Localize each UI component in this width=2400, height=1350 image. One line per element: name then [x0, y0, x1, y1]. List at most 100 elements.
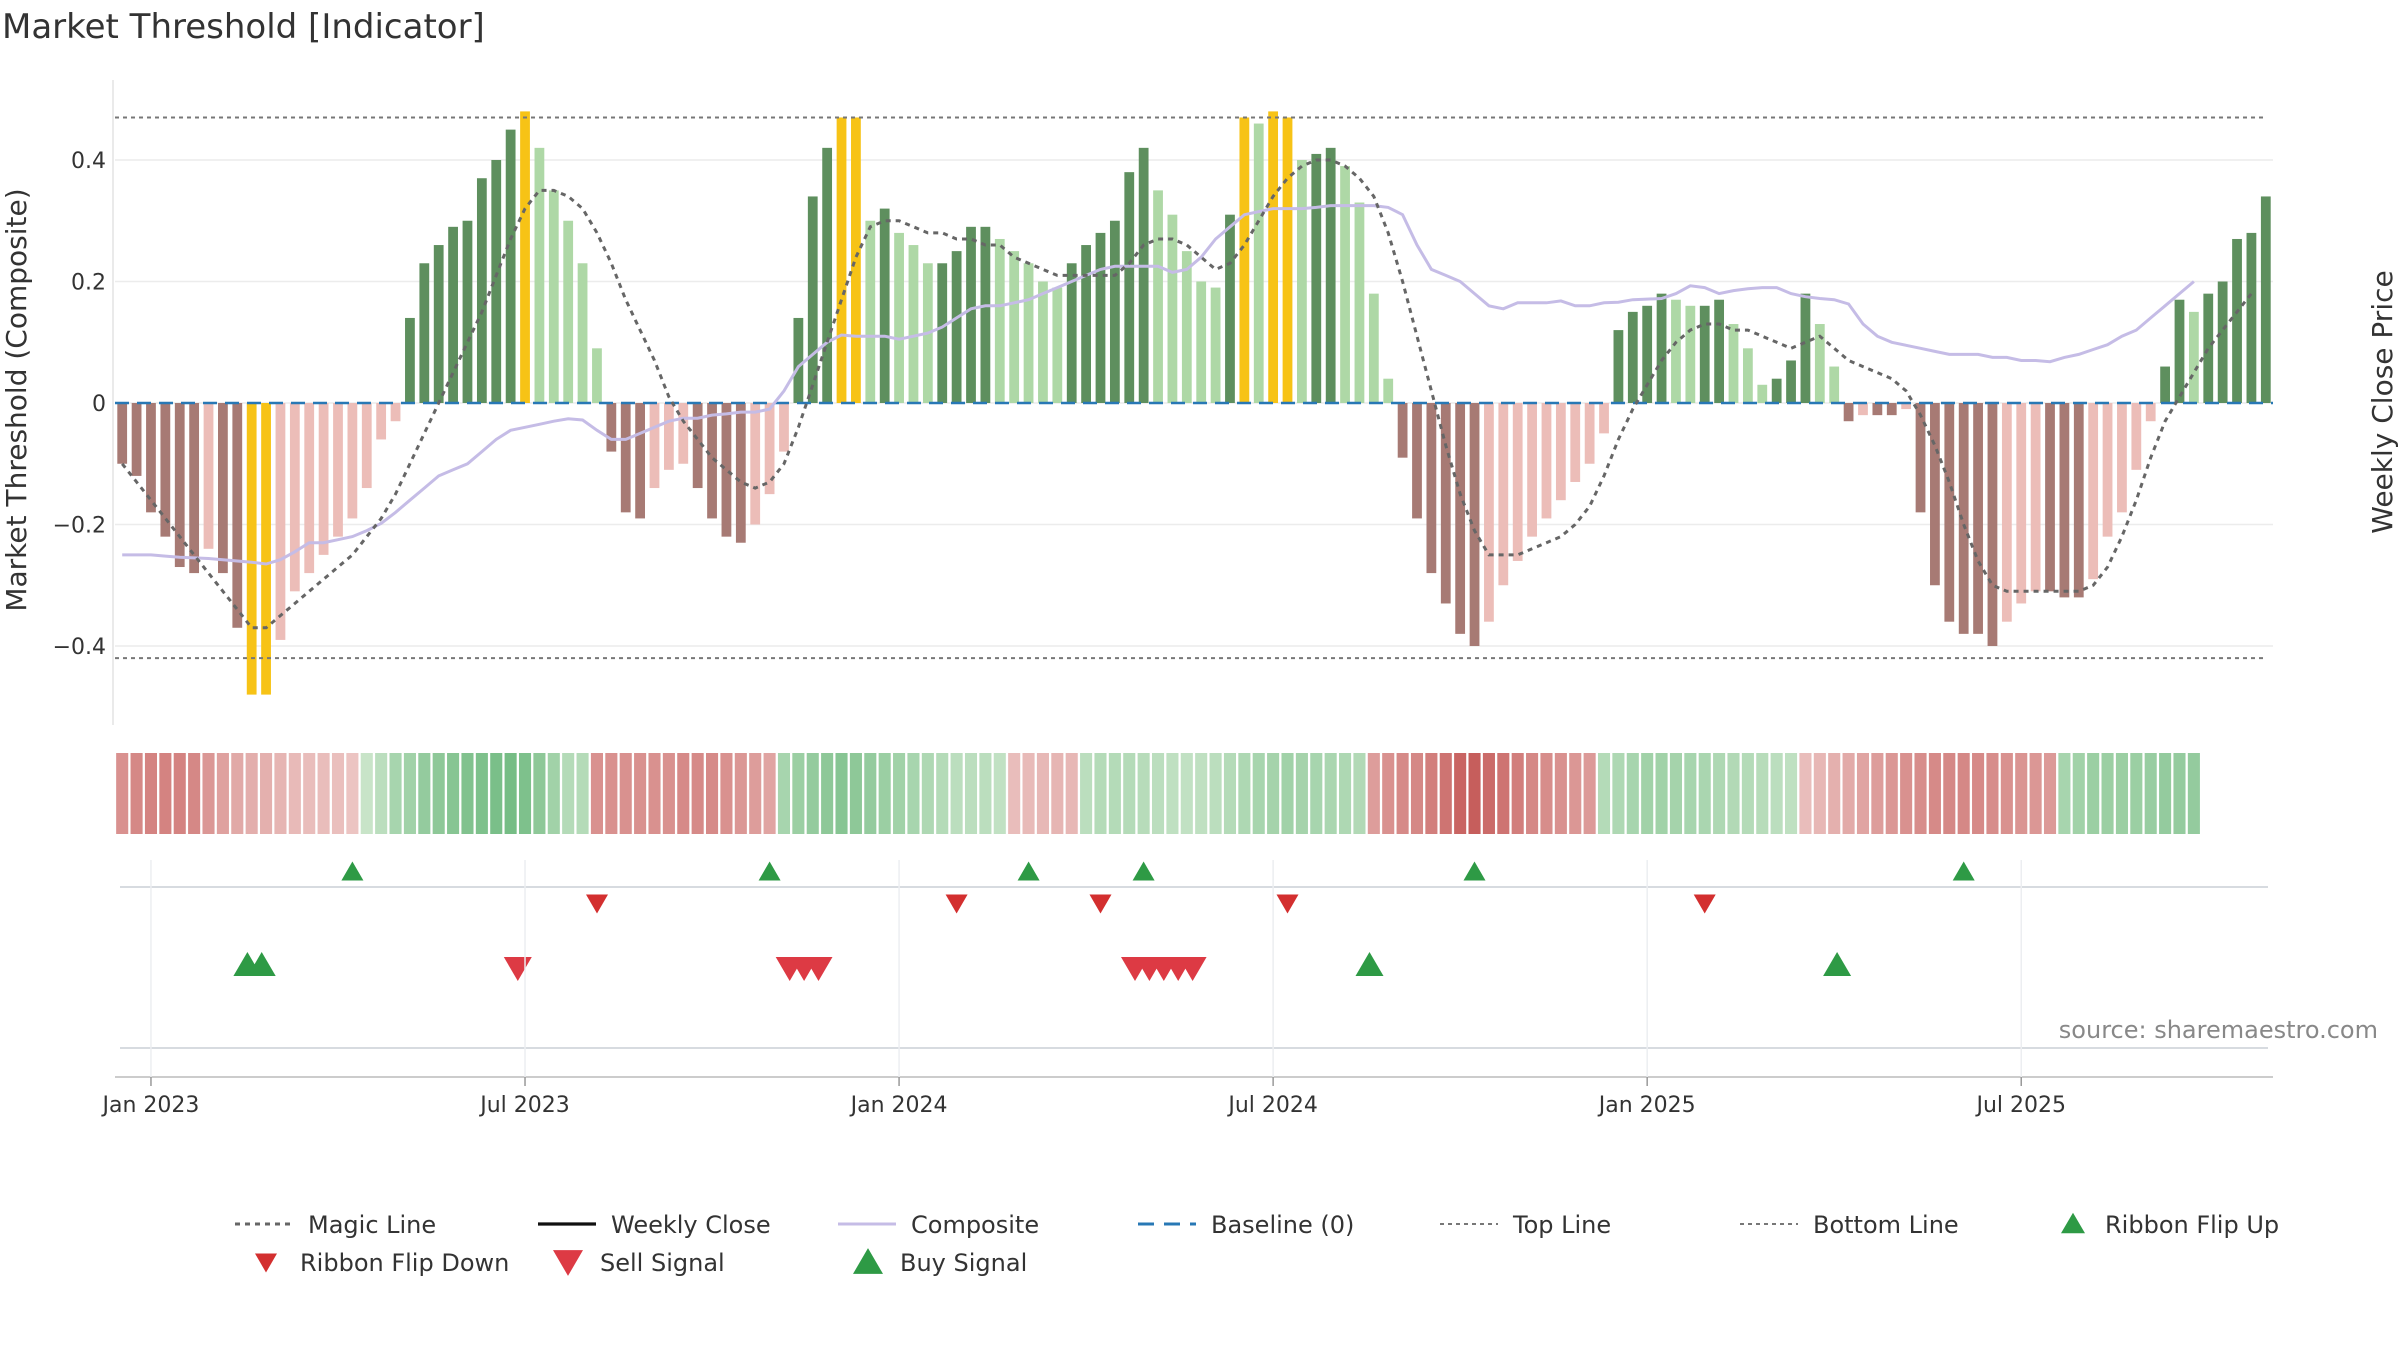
- composite-bar: [218, 403, 228, 574]
- source-note: source: sharemaestro.com: [2059, 1016, 2378, 1044]
- composite-bar: [592, 348, 602, 403]
- ribbon-cell: [1885, 753, 1898, 834]
- composite-bar: [448, 226, 458, 403]
- y2-axis-title: Weekly Close Price: [2366, 270, 2399, 533]
- legend-ribbon-flip-down-swatch: [255, 1253, 277, 1273]
- composite-bar: [1124, 172, 1135, 403]
- ribbon-cell: [418, 753, 431, 834]
- composite-bar: [1886, 403, 1897, 416]
- ribbon-cell: [1785, 753, 1798, 834]
- ribbon-cell: [1914, 753, 1927, 834]
- composite-bar: [620, 403, 631, 513]
- composite-bar: [1527, 403, 1537, 537]
- legend-label: Bottom Line: [1813, 1211, 1959, 1239]
- composite-bar: [405, 317, 415, 403]
- y-tick-label: −0.2: [53, 514, 106, 539]
- ribbon-cell: [1511, 753, 1524, 834]
- composite-bar: [750, 403, 761, 525]
- composite-bar: [462, 220, 473, 403]
- legend-label: Top Line: [1512, 1211, 1611, 1239]
- composite-bar: [937, 263, 948, 403]
- composite-bar: [1282, 117, 1293, 403]
- ribbon-cell: [1698, 753, 1711, 834]
- composite-bar: [131, 403, 142, 476]
- ribbon-cell: [547, 753, 560, 834]
- composite-bar: [822, 147, 833, 403]
- ribbon-cell: [360, 753, 373, 834]
- ribbon-cell: [2187, 753, 2200, 834]
- ribbon-cell: [331, 753, 345, 834]
- sell-signal-marker: [1178, 957, 1207, 981]
- ribbon-cell: [1569, 753, 1582, 834]
- ribbon-cell: [432, 753, 445, 834]
- composite-bar: [1311, 153, 1322, 403]
- composite-bar: [1066, 263, 1077, 403]
- ribbon-cell: [1180, 753, 1193, 834]
- composite-bar: [232, 403, 243, 628]
- composite-bar: [1757, 384, 1768, 403]
- composite-bar: [1829, 366, 1840, 403]
- ribbon-flip-up-marker: [1132, 861, 1155, 881]
- ribbon-cell: [1741, 753, 1754, 834]
- y-tick-label: 0.4: [71, 149, 106, 174]
- composite-bar: [807, 196, 818, 403]
- ribbon-cell: [878, 753, 891, 834]
- legend: Magic Line Weekly Close Composite Baseline …: [235, 1211, 2279, 1277]
- legend-label: Magic Line: [308, 1211, 436, 1239]
- composite-bar: [894, 232, 904, 403]
- composite-bar: [1786, 360, 1796, 403]
- ribbon-cell: [590, 753, 603, 834]
- composite-bar: [246, 403, 257, 695]
- composite-bar: [692, 403, 703, 489]
- composite-bar: [1814, 324, 1825, 403]
- composite-bar: [318, 403, 329, 555]
- composite-bar: [1872, 403, 1883, 416]
- ribbon-cell: [1856, 753, 1870, 834]
- ribbon-cell: [1425, 753, 1438, 834]
- ribbon-cell: [2043, 753, 2057, 834]
- ribbon-cell: [1080, 753, 1093, 834]
- composite-bar: [1498, 403, 1509, 586]
- composite-bar: [2001, 403, 2012, 622]
- ribbon-cell: [1799, 753, 1812, 834]
- composite-bar: [1469, 403, 1480, 646]
- composite-bar: [1685, 305, 1696, 403]
- ribbon-cell: [1943, 753, 1956, 834]
- x-tick-label: Jan 2023: [101, 1093, 200, 1118]
- composite-bar: [2203, 293, 2214, 403]
- composite-bar: [1915, 403, 1926, 513]
- ribbon-cell: [1339, 753, 1352, 834]
- ribbon-cell: [993, 753, 1006, 834]
- ribbon-flip-down-marker: [1693, 894, 1716, 914]
- composite-bar: [1038, 281, 1048, 403]
- composite-bar: [2016, 403, 2027, 604]
- composite-bar: [635, 403, 646, 519]
- ribbon-cell: [216, 753, 229, 834]
- ribbon-cell: [1597, 753, 1611, 834]
- ribbon-cell: [1410, 753, 1424, 834]
- ribbon-cell: [1382, 753, 1395, 834]
- y-tick-label: 0.2: [71, 271, 106, 296]
- legend-sell-signal-swatch: [553, 1250, 583, 1276]
- composite-bar: [2088, 403, 2099, 580]
- ribbon-cell: [706, 753, 719, 834]
- ribbon-cell: [1813, 753, 1826, 834]
- composite-bar: [520, 111, 530, 404]
- ribbon-cell: [1022, 753, 1035, 834]
- ribbon-cell: [619, 753, 632, 834]
- ribbon-cell: [1727, 753, 1740, 834]
- composite-bar: [189, 403, 200, 574]
- composite-bar: [980, 226, 991, 403]
- x-tick-label: Jul 2024: [1226, 1093, 1318, 1118]
- ribbon-cell: [1900, 753, 1913, 834]
- ribbon-cell: [260, 753, 273, 834]
- x-tick-label: Jan 2024: [849, 1093, 948, 1118]
- y-axis-title: Market Threshold (Composite): [0, 188, 33, 611]
- composite-bar: [261, 403, 271, 695]
- composite-bar: [160, 403, 171, 537]
- composite-bar: [1239, 117, 1250, 403]
- ribbon-cell: [864, 753, 877, 834]
- ribbon-cell: [893, 753, 906, 834]
- ribbon-cell: [1267, 753, 1280, 834]
- ribbon-flip-down-marker: [1089, 894, 1112, 914]
